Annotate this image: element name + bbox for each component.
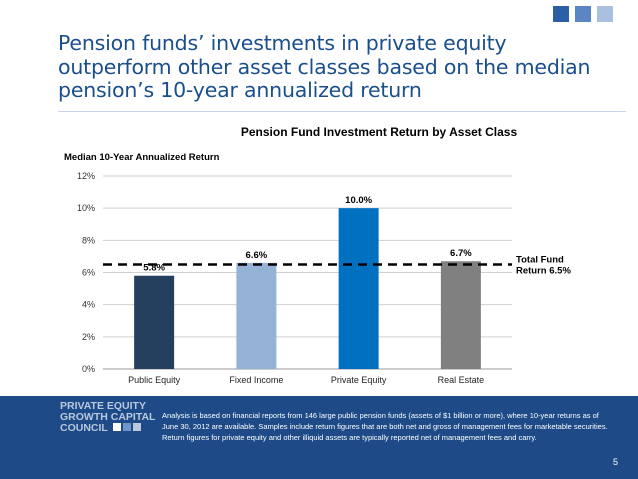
y-tick-label: 4% — [82, 300, 95, 310]
logo-line-3-row: COUNCIL — [60, 423, 158, 434]
y-tick-label: 0% — [82, 364, 95, 374]
category-label: Fixed Income — [229, 375, 283, 385]
deco-square-3 — [597, 6, 613, 22]
category-label: Real Estate — [438, 375, 485, 385]
logo-line-3: COUNCIL — [60, 422, 108, 434]
footnote: Analysis is based on financial reports f… — [162, 411, 608, 442]
y-tick-label: 2% — [82, 332, 95, 342]
reference-line-label: Return 6.5% — [516, 265, 571, 276]
logo-square-3 — [132, 423, 141, 431]
logo-line-1: PRIVATE EQUITY — [60, 400, 146, 412]
y-tick-label: 6% — [82, 268, 95, 278]
category-label: Private Equity — [331, 375, 387, 385]
bar — [236, 262, 277, 369]
chart-title: Pension Fund Investment Return by Asset … — [240, 125, 518, 139]
page-number: 5 — [612, 457, 618, 467]
bar — [338, 208, 379, 369]
y-tick-label: 10% — [77, 203, 95, 213]
deco-square-1 — [553, 6, 569, 22]
bar — [440, 261, 481, 369]
logo-line-2: GROWTH CAPITAL — [60, 411, 156, 423]
data-label: 10.0% — [345, 195, 372, 206]
footer-band — [0, 396, 638, 479]
y-tick-label: 12% — [77, 171, 95, 181]
data-label: 6.6% — [246, 250, 268, 261]
data-label: 5.8% — [143, 263, 165, 274]
data-label: 6.7% — [450, 248, 472, 259]
category-label: Public Equity — [128, 375, 181, 385]
council-logo: PRIVATE EQUITY GROWTH CAPITAL COUNCIL — [60, 401, 158, 434]
deco-square-2 — [575, 6, 591, 22]
y-axis-label: Median 10-Year Annualized Return — [64, 152, 220, 163]
y-tick-label: 8% — [82, 235, 95, 245]
logo-square-2 — [122, 423, 131, 431]
bar — [134, 275, 175, 369]
headline-divider — [58, 111, 626, 112]
reference-line-label: Total Fund — [516, 254, 564, 265]
logo-square-1 — [112, 423, 121, 431]
slide-headline: Pension funds’ investments in private eq… — [58, 31, 591, 102]
bar-chart: 0% 2% 4% 6% 8% 10% 12% 5.8% Public Equity 6.6% Fix… — [77, 171, 571, 385]
